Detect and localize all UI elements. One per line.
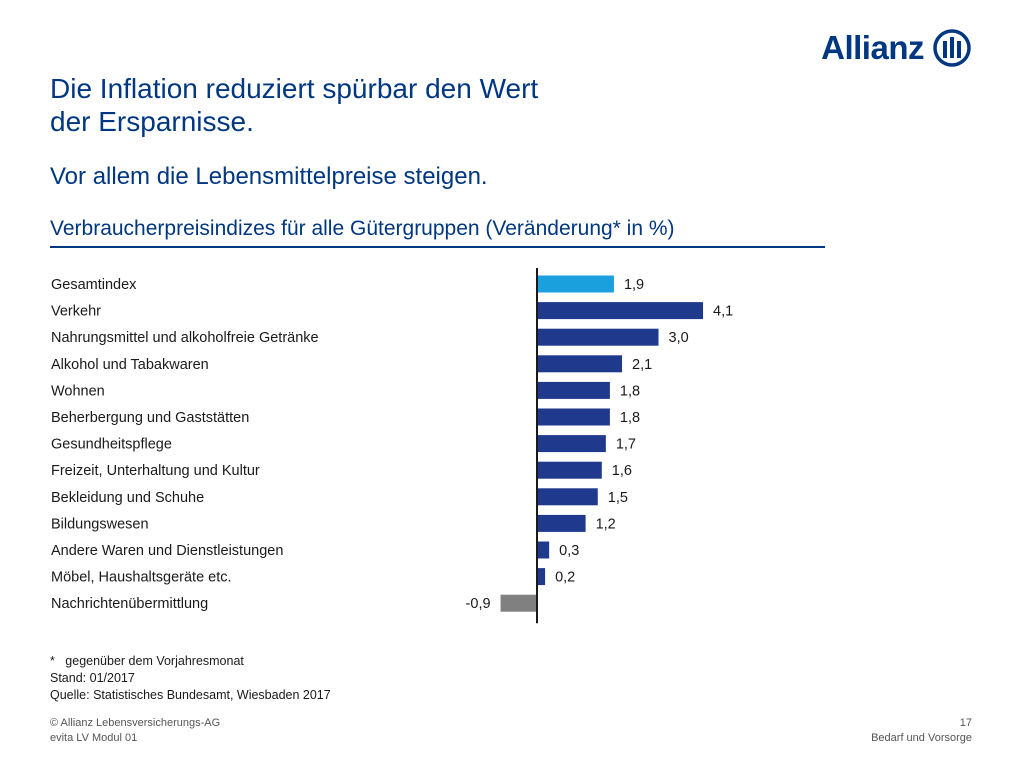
category-label: Nahrungsmittel und alkoholfreie Getränke bbox=[51, 330, 319, 346]
data-label: 3,0 bbox=[669, 330, 689, 346]
bar bbox=[537, 408, 610, 426]
category-label: Alkohol und Tabakwaren bbox=[51, 357, 209, 373]
footnote-reference: * gegenüber dem Vorjahresmonat bbox=[50, 653, 331, 670]
page-subtitle: Vor allem die Lebensmittelpreise steigen… bbox=[50, 163, 488, 190]
bar bbox=[537, 488, 598, 506]
category-label: Gesundheitspflege bbox=[51, 437, 172, 453]
data-label: 4,1 bbox=[713, 304, 733, 320]
footnotes: * gegenüber dem Vorjahresmonat Stand: 01… bbox=[50, 653, 331, 704]
category-label: Bekleidung und Schuhe bbox=[51, 490, 204, 506]
source-note: Quelle: Statistisches Bundesamt, Wiesbad… bbox=[50, 688, 331, 702]
bar bbox=[537, 461, 602, 479]
data-label: 1,7 bbox=[616, 437, 636, 453]
data-label: 1,9 bbox=[624, 277, 644, 293]
bar bbox=[537, 381, 610, 399]
footnote-text: gegenüber dem Vorjahresmonat bbox=[65, 654, 244, 668]
category-label: Beherbergung und Gaststätten bbox=[51, 410, 249, 426]
brand-name: Allianz bbox=[821, 29, 924, 66]
category-label: Möbel, Haushaltsgeräte etc. bbox=[51, 570, 232, 586]
footnote-asterisk: * bbox=[50, 654, 55, 668]
page-title: Die Inflation reduziert spürbar den Wert… bbox=[50, 72, 750, 138]
copyright-text: © Allianz Lebensversicherungs-AG bbox=[50, 717, 221, 729]
bar bbox=[537, 302, 704, 320]
category-label: Freizeit, Unterhaltung und Kultur bbox=[51, 463, 260, 479]
bar bbox=[537, 568, 546, 586]
section-name: Bedarf und Vorsorge bbox=[871, 732, 972, 744]
page-number: 17 bbox=[959, 717, 972, 729]
category-label: Gesamtindex bbox=[51, 277, 137, 293]
data-label: 1,8 bbox=[620, 410, 640, 426]
data-label: 1,6 bbox=[612, 463, 632, 479]
page-title-line-1: Die Inflation reduziert spürbar den Wert bbox=[50, 73, 539, 104]
bar bbox=[537, 275, 614, 293]
status-date: Stand: 01/2017 bbox=[50, 671, 135, 685]
data-label: 1,5 bbox=[608, 490, 628, 506]
module-name: evita LV Modul 01 bbox=[50, 732, 138, 744]
page-title-line-2: der Ersparnisse. bbox=[50, 106, 254, 137]
category-label: Andere Waren und Dienstleistungen bbox=[51, 543, 283, 559]
bar bbox=[537, 435, 606, 453]
allianz-eagle-icon bbox=[933, 29, 971, 67]
category-label: Verkehr bbox=[51, 304, 101, 320]
data-label: 0,2 bbox=[555, 570, 575, 586]
footer-right: 17 Bedarf und Vorsorge bbox=[871, 716, 972, 746]
category-label: Nachrichtenübermittlung bbox=[51, 596, 208, 612]
data-label: -0,9 bbox=[466, 596, 491, 612]
bar bbox=[537, 355, 623, 373]
bar bbox=[500, 594, 537, 612]
data-label: 2,1 bbox=[632, 357, 652, 373]
allianz-logo: Allianz bbox=[821, 28, 972, 68]
bar-chart: Gesamtindex 1,9 Verkehr 4,1 Nahrungsmittel u… bbox=[51, 268, 733, 624]
footer-left: © Allianz Lebensversicherungs-AG evita L… bbox=[50, 716, 220, 746]
data-label: 1,8 bbox=[620, 383, 640, 399]
data-label: 0,3 bbox=[559, 543, 579, 559]
bar bbox=[537, 541, 550, 559]
bar bbox=[537, 514, 586, 532]
chart-title: Verbraucherpreisindizes für alle Gütergr… bbox=[50, 214, 825, 248]
data-label: 1,2 bbox=[596, 516, 616, 532]
category-label: Wohnen bbox=[51, 383, 105, 399]
category-label: Bildungswesen bbox=[51, 516, 149, 532]
bar bbox=[537, 328, 659, 346]
